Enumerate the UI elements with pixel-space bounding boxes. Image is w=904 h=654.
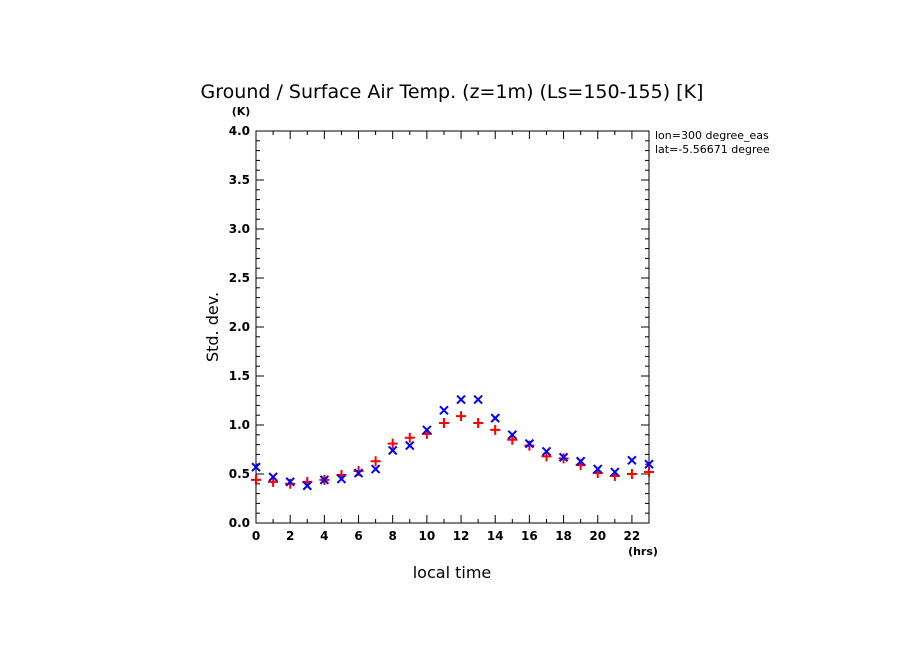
y-tick-label: 2.0 bbox=[229, 320, 250, 334]
y-tick-label: 3.0 bbox=[229, 222, 250, 236]
plus-marker-point bbox=[626, 469, 637, 479]
x-tick-label: 0 bbox=[252, 529, 260, 543]
plus-marker-point bbox=[644, 467, 654, 478]
series-1 bbox=[251, 394, 654, 491]
x-marker-point bbox=[387, 445, 398, 456]
x-tick-label: 4 bbox=[320, 529, 328, 543]
plus-marker-point bbox=[404, 432, 415, 443]
y-tick-label: 4.0 bbox=[229, 124, 250, 138]
x-marker-point bbox=[610, 467, 620, 477]
plus-marker-point bbox=[456, 411, 467, 422]
plus-marker-point bbox=[490, 424, 501, 435]
x-marker-point bbox=[422, 425, 432, 435]
x-tick-label: 6 bbox=[354, 529, 362, 543]
x-marker-point bbox=[319, 475, 330, 485]
plot-frame bbox=[255, 130, 650, 524]
plus-marker-point bbox=[353, 466, 364, 477]
x-marker-point bbox=[268, 472, 278, 482]
x-marker-point bbox=[507, 430, 518, 440]
chart-title: Ground / Surface Air Temp. (z=1m) (Ls=15… bbox=[201, 81, 704, 103]
plus-marker-point bbox=[524, 440, 535, 451]
x-axis-label: local time bbox=[413, 563, 492, 582]
ticks-layer: 0 2 4 6 8 10 12 14 16 18 20 22 0.0 0.5 1.0 1.5 2.0 2.5 3.0… bbox=[229, 124, 650, 543]
x-marker-point bbox=[473, 394, 483, 405]
x-tick-label: 18 bbox=[555, 529, 572, 543]
x-marker-point bbox=[541, 446, 552, 457]
lat-annotation: lat=-5.56671 degree bbox=[655, 143, 770, 156]
plus-marker-point bbox=[268, 476, 279, 487]
y-tick-label: 1.0 bbox=[229, 418, 250, 432]
x-tick-label: 2 bbox=[286, 529, 294, 543]
y-tick-label: 3.5 bbox=[229, 173, 250, 187]
y-unit: (K) bbox=[232, 105, 251, 118]
x-tick-label: 22 bbox=[624, 529, 641, 543]
x-marker-point bbox=[558, 452, 569, 463]
x-tick-label: 10 bbox=[419, 529, 436, 543]
plus-marker-point bbox=[541, 451, 552, 462]
x-tick-label: 14 bbox=[487, 529, 504, 543]
x-marker-point bbox=[370, 464, 381, 474]
series-0 bbox=[251, 411, 654, 489]
y-tick-label: 0.0 bbox=[229, 516, 250, 530]
x-marker-point bbox=[251, 462, 261, 472]
x-marker-point bbox=[353, 468, 364, 478]
x-marker-point bbox=[439, 405, 449, 416]
plus-marker-point bbox=[473, 418, 484, 429]
x-marker-point bbox=[644, 459, 654, 469]
x-marker-point bbox=[575, 456, 586, 466]
x-marker-point bbox=[405, 440, 415, 451]
x-marker-point bbox=[490, 413, 500, 423]
plus-marker-point bbox=[370, 456, 381, 467]
x-tick-label: 16 bbox=[521, 529, 538, 543]
plus-marker-point bbox=[285, 478, 296, 489]
x-unit: (hrs) bbox=[628, 545, 658, 558]
x-marker-point bbox=[285, 477, 295, 487]
y-tick-label: 1.5 bbox=[229, 369, 250, 383]
plus-marker-point bbox=[387, 438, 398, 449]
x-tick-label: 12 bbox=[453, 529, 470, 543]
lon-annotation: lon=300 degree_eas bbox=[655, 129, 769, 142]
plus-marker-point bbox=[251, 474, 261, 485]
y-tick-label: 0.5 bbox=[229, 467, 250, 481]
y-tick-label: 2.5 bbox=[229, 271, 250, 285]
x-marker-point bbox=[524, 438, 535, 449]
x-tick-label: 20 bbox=[589, 529, 606, 543]
x-marker-point bbox=[593, 464, 603, 474]
x-marker-point bbox=[302, 481, 312, 491]
x-marker-point bbox=[627, 455, 637, 465]
marks-layer bbox=[251, 394, 654, 491]
x-marker-point bbox=[456, 394, 466, 405]
x-tick-label: 8 bbox=[389, 529, 397, 543]
y-axis-label: Std. dev. bbox=[203, 292, 222, 362]
plus-marker-point bbox=[438, 418, 449, 429]
plus-marker-point bbox=[507, 434, 518, 445]
x-marker-point bbox=[336, 474, 347, 484]
